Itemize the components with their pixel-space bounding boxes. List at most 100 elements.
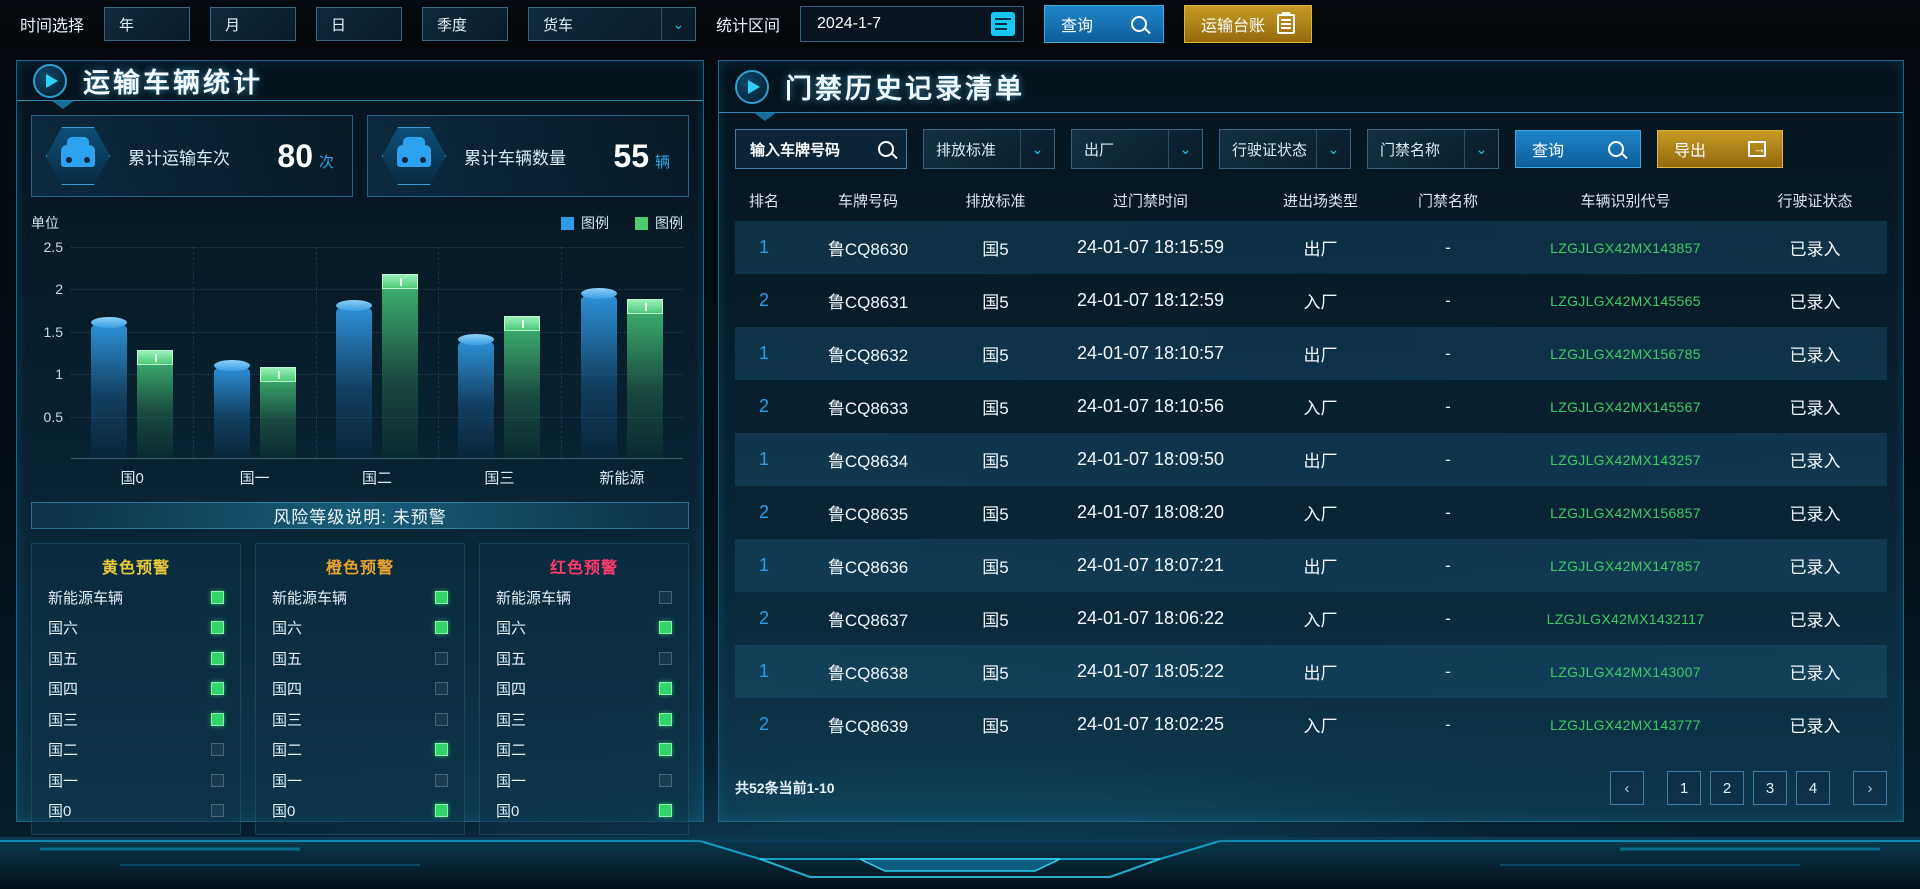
indicator-checkbox[interactable] (211, 712, 224, 726)
table-cell: 1 (758, 449, 769, 469)
table-cell: 入厂 (1303, 505, 1338, 524)
table-cell: 已录入 (1789, 346, 1841, 365)
indicator-checkbox[interactable] (211, 804, 224, 818)
table-cell: - (1445, 290, 1451, 310)
filter-select[interactable]: 出厂 ⌄ (1071, 129, 1203, 169)
y-axis-tick: 2.5 (43, 239, 63, 255)
indicator-checkbox[interactable] (659, 804, 672, 818)
indicator-checkbox[interactable] (659, 590, 672, 604)
chart-bar[interactable] (91, 317, 128, 458)
indicator-checkbox[interactable] (659, 712, 672, 726)
table-row[interactable]: 1 鲁CQ8634 国5 24-01-07 18:09:50 出厂 - LZGJLGX42M… (735, 433, 1887, 486)
table-row[interactable]: 2 鲁CQ8637 国5 24-01-07 18:06:22 入厂 - LZGJLGX42M… (735, 592, 1887, 645)
gridline (71, 331, 683, 333)
table-query-button[interactable]: 查询 (1515, 130, 1641, 168)
table-row[interactable]: 2 鲁CQ8633 国5 24-01-07 18:10:56 入厂 - LZGJLGX42M… (735, 380, 1887, 433)
table-cell: 2 (758, 396, 769, 416)
legend-item[interactable]: 图例 (561, 213, 609, 233)
table-cell: LZGJLGX42MX143257 (1550, 451, 1701, 468)
indicator-checkbox[interactable] (211, 651, 224, 665)
next-page-button[interactable]: › (1853, 771, 1887, 805)
chart-bar[interactable] (504, 316, 541, 458)
vertical-gridline (438, 247, 440, 458)
warning-item: 国一 (496, 765, 672, 796)
legend-item[interactable]: 图例 (635, 213, 683, 233)
indicator-checkbox[interactable] (211, 743, 224, 757)
indicator-checkbox[interactable] (435, 651, 448, 665)
y-axis-tick: 1.5 (43, 323, 63, 340)
chart-bar[interactable] (137, 350, 174, 458)
time-range-button[interactable]: 日 (316, 7, 403, 41)
x-axis-label: 新能源 (599, 470, 645, 487)
stat-value: 55 辆 (613, 138, 670, 175)
indicator-checkbox[interactable] (435, 712, 448, 726)
filter-select[interactable]: 门禁名称 ⌄ (1367, 129, 1499, 169)
plate-number-input[interactable]: 输入车牌号码 (735, 129, 907, 169)
page-number-button[interactable]: 3 (1753, 771, 1787, 805)
warning-item: 国五 (48, 643, 224, 674)
prev-page-button[interactable]: ‹ (1610, 771, 1644, 805)
warning-item: 国三 (496, 704, 672, 735)
indicator-checkbox[interactable] (435, 682, 448, 696)
warning-item-label: 国六 (272, 620, 303, 638)
time-range-button[interactable]: 季度 (422, 7, 509, 41)
table-row[interactable]: 2 鲁CQ8631 国5 24-01-07 18:12:59 入厂 - LZGJLGX42M… (735, 274, 1887, 327)
table-row[interactable]: 1 鲁CQ8632 国5 24-01-07 18:10:57 出厂 - LZGJLGX42M… (735, 327, 1887, 380)
page-number-button[interactable]: 4 (1796, 771, 1830, 805)
date-input[interactable]: 2024-1-7 (800, 6, 1025, 42)
chart-bar[interactable] (259, 367, 296, 458)
filter-select[interactable]: 行驶证状态 ⌄ (1219, 129, 1351, 169)
table-cell: LZGJLGX42MX1432117 (1546, 610, 1705, 627)
indicator-checkbox[interactable] (211, 590, 224, 604)
indicator-checkbox[interactable] (659, 651, 672, 665)
chevron-down-icon: ⌄ (1464, 130, 1498, 168)
export-button[interactable]: 导出 (1657, 130, 1783, 168)
indicator-checkbox[interactable] (435, 804, 448, 818)
vehicle-type-select[interactable]: 货车 ⌄ (528, 7, 697, 41)
indicator-checkbox[interactable] (435, 743, 448, 757)
warning-item: 国六 (496, 613, 672, 644)
page-number-button[interactable]: 2 (1710, 771, 1744, 805)
chart-bar[interactable] (213, 359, 250, 458)
legend-swatch-icon (561, 216, 574, 230)
indicator-checkbox[interactable] (211, 621, 224, 635)
indicator-checkbox[interactable] (211, 682, 224, 696)
indicator-checkbox[interactable] (659, 682, 672, 696)
table-cell: 2 (758, 290, 769, 310)
query-button[interactable]: 查询 (1044, 5, 1165, 43)
panel-title: 运输车辆统计 (83, 68, 263, 98)
indicator-checkbox[interactable] (659, 773, 672, 787)
indicator-checkbox[interactable] (659, 743, 672, 757)
indicator-checkbox[interactable] (659, 621, 672, 635)
table-row[interactable]: 2 鲁CQ8635 国5 24-01-07 18:08:20 入厂 - LZGJLGX42M… (735, 486, 1887, 539)
indicator-checkbox[interactable] (435, 590, 448, 604)
stat-unit: 辆 (654, 153, 670, 171)
time-range-button[interactable]: 月 (210, 7, 297, 41)
indicator-checkbox[interactable] (211, 773, 224, 787)
warning-item-label: 国三 (496, 711, 527, 729)
table-cell: - (1445, 237, 1451, 257)
table-row[interactable]: 1 鲁CQ8630 国5 24-01-07 18:15:59 出厂 - LZGJLGX42M… (735, 221, 1887, 274)
chart-bar[interactable] (382, 273, 419, 458)
chart-bar[interactable] (336, 300, 373, 458)
table-cell: 已录入 (1789, 717, 1841, 736)
filter-select-label: 排放标准 (936, 141, 997, 159)
table-cell: 国5 (982, 558, 1009, 577)
table-row[interactable]: 2 鲁CQ8639 国5 24-01-07 18:02:25 入厂 - LZGJLGX42M… (735, 698, 1887, 751)
chart-bar[interactable] (580, 287, 617, 458)
filter-select[interactable]: 排放标准 ⌄ (923, 129, 1055, 169)
table-cell: 国5 (982, 717, 1009, 736)
table-cell: - (1445, 555, 1451, 575)
indicator-checkbox[interactable] (435, 621, 448, 635)
chart-bar[interactable] (458, 334, 495, 458)
x-axis-label: 国一 (239, 470, 270, 487)
indicator-checkbox[interactable] (435, 773, 448, 787)
page-number-button[interactable]: 1 (1667, 771, 1701, 805)
warning-item: 国六 (272, 613, 448, 644)
table-cell: 出厂 (1303, 240, 1338, 259)
chart-bar[interactable] (626, 299, 663, 458)
time-range-button[interactable]: 年 (104, 7, 191, 41)
table-row[interactable]: 1 鲁CQ8638 国5 24-01-07 18:05:22 出厂 - LZGJLGX42M… (735, 645, 1887, 698)
ledger-button[interactable]: 运输台账 (1184, 5, 1313, 43)
table-row[interactable]: 1 鲁CQ8636 国5 24-01-07 18:07:21 出厂 - LZGJLGX42M… (735, 539, 1887, 592)
